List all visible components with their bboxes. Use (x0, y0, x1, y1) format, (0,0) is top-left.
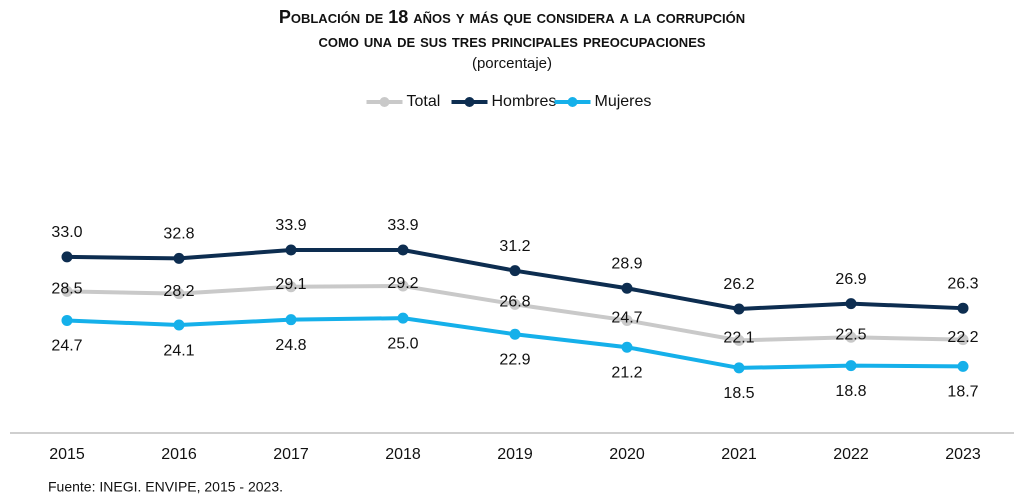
x-tick-label: 2022 (833, 446, 869, 463)
data-label: 31.2 (499, 238, 530, 255)
point (621, 314, 633, 326)
point (173, 288, 185, 300)
point (621, 282, 633, 294)
legend-marker (379, 97, 390, 107)
x-tick-label: 2019 (497, 446, 533, 463)
data-label: 18.8 (835, 383, 866, 400)
data-label: 33.0 (51, 224, 82, 241)
data-label: 22.5 (835, 327, 866, 344)
data-label: 24.7 (51, 338, 82, 355)
legend-label: Hombres (492, 93, 557, 110)
legend-marker (464, 97, 475, 107)
x-tick-label: 2017 (273, 446, 309, 463)
data-label: 32.8 (163, 226, 194, 243)
point (845, 331, 857, 343)
chart-title: Población de 18 años y más que considera… (279, 7, 745, 27)
legend-label: Total (407, 93, 441, 110)
point (285, 281, 297, 293)
data-label: 25.0 (387, 335, 418, 352)
x-tick-label: 2021 (721, 446, 757, 463)
data-label: 29.1 (275, 276, 306, 293)
data-label: 26.3 (947, 275, 978, 292)
point (957, 334, 969, 346)
data-label: 33.9 (275, 217, 306, 234)
x-tick-label: 2020 (609, 446, 645, 463)
data-label: 22.2 (947, 329, 978, 346)
point (957, 360, 969, 372)
point (733, 362, 745, 374)
source: Fuente: INEGI. ENVIPE, 2015 - 2023. (48, 479, 283, 495)
point (509, 265, 521, 277)
point (173, 319, 185, 331)
x-tick-label: 2016 (161, 446, 197, 463)
point (397, 280, 409, 292)
point (509, 328, 521, 340)
point (61, 251, 73, 263)
point (397, 312, 409, 324)
unit-note: (porcentaje) (472, 55, 552, 72)
data-label: 22.1 (723, 330, 754, 347)
point (957, 302, 969, 314)
data-label: 18.7 (947, 384, 978, 401)
legend-marker (567, 97, 578, 107)
data-label: 26.9 (835, 271, 866, 288)
point (733, 334, 745, 346)
data-label: 29.2 (387, 275, 418, 292)
point (285, 314, 297, 326)
data-label: 26.8 (499, 294, 530, 311)
point (397, 244, 409, 256)
point (845, 298, 857, 310)
data-label: 24.7 (611, 310, 642, 327)
data-label: 22.9 (499, 351, 530, 368)
point (733, 303, 745, 315)
legend-label: Mujeres (595, 93, 652, 110)
data-label: 28.5 (51, 281, 82, 298)
point (621, 341, 633, 353)
x-tick-label: 2023 (945, 446, 981, 463)
data-label: 28.2 (163, 283, 194, 300)
data-label: 24.8 (275, 337, 306, 354)
x-tick-label: 2015 (49, 446, 85, 463)
data-label: 24.1 (163, 342, 194, 359)
data-label: 26.2 (723, 276, 754, 293)
point (845, 360, 857, 372)
data-label: 18.5 (723, 385, 754, 402)
point (509, 298, 521, 310)
data-label: 28.9 (611, 255, 642, 272)
point (173, 252, 185, 264)
point (61, 285, 73, 297)
point (61, 314, 73, 326)
chart-subtitle: como una de sus tres principales preocup… (318, 31, 705, 51)
x-tick-label: 2018 (385, 446, 421, 463)
data-label: 21.2 (611, 364, 642, 381)
point (285, 244, 297, 256)
data-label: 33.9 (387, 217, 418, 234)
